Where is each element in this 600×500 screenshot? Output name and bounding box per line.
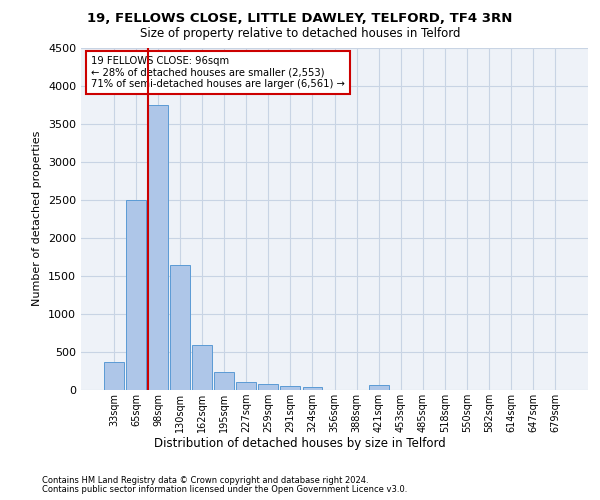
Bar (148, 104, 168, 390)
Y-axis label: Number of detached properties: Number of detached properties (32, 131, 43, 306)
Bar (214, 372, 234, 390)
Text: Contains public sector information licensed under the Open Government Licence v3: Contains public sector information licen… (42, 484, 407, 494)
Text: Size of property relative to detached houses in Telford: Size of property relative to detached ho… (140, 28, 460, 40)
Bar (236, 382, 256, 390)
Text: 19, FELLOWS CLOSE, LITTLE DAWLEY, TELFORD, TF4 3RN: 19, FELLOWS CLOSE, LITTLE DAWLEY, TELFOR… (88, 12, 512, 26)
Bar (259, 384, 278, 390)
Bar (170, 265, 190, 390)
Bar (104, 362, 124, 390)
Bar (368, 386, 389, 390)
Bar (302, 387, 322, 390)
Text: Distribution of detached houses by size in Telford: Distribution of detached houses by size … (154, 438, 446, 450)
Text: Contains HM Land Registry data © Crown copyright and database right 2024.: Contains HM Land Registry data © Crown c… (42, 476, 368, 485)
Bar (280, 386, 301, 390)
Bar (126, 200, 146, 390)
Bar (192, 345, 212, 390)
Text: 19 FELLOWS CLOSE: 96sqm
← 28% of detached houses are smaller (2,553)
71% of semi: 19 FELLOWS CLOSE: 96sqm ← 28% of detache… (91, 56, 345, 90)
